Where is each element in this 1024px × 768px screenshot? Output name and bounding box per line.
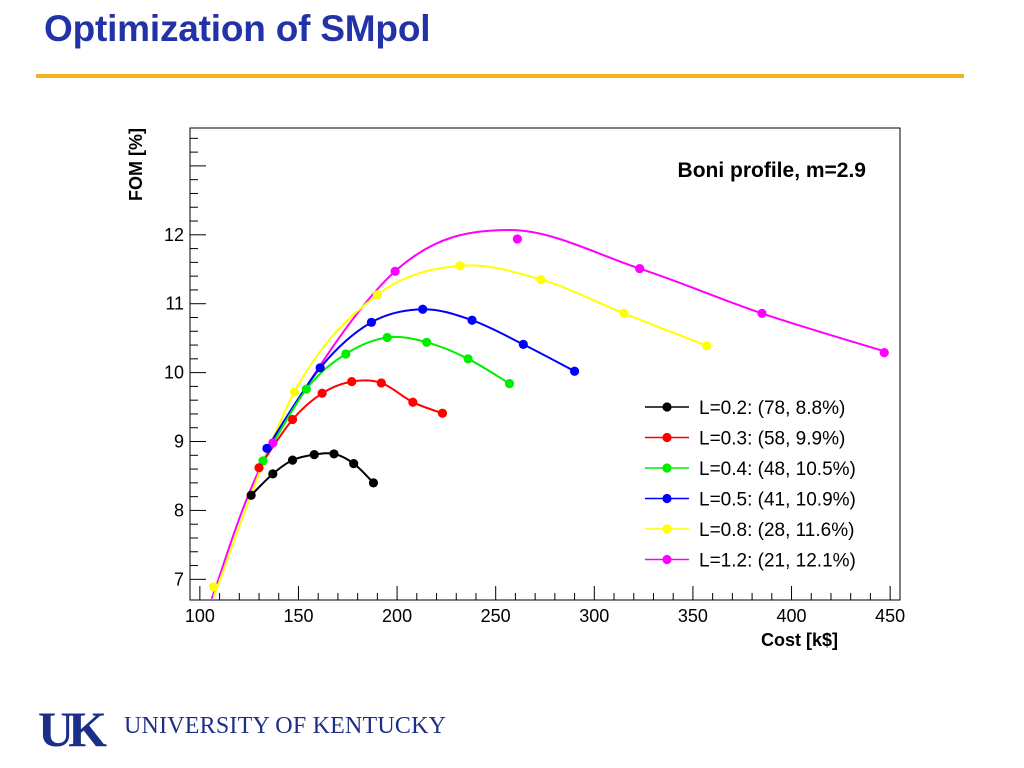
data-point-4 [702,341,712,351]
legend-marker-4 [662,524,672,534]
data-point-3 [518,339,528,349]
data-point-5 [879,348,889,358]
legend-label-2: L=0.4: (48, 10.5%) [699,459,856,480]
y-tick-label: 10 [164,363,184,383]
data-point-4 [619,308,629,318]
data-point-5 [635,263,645,274]
data-point-1 [437,408,448,418]
y-tick-label: 7 [174,569,184,589]
legend-marker-0 [662,402,672,412]
data-point-4 [289,387,300,397]
legend-label-5: L=1.2: (21, 12.1%) [699,551,856,572]
uk-logo: UK [38,701,122,757]
title-underline [36,74,964,78]
data-point-1 [317,388,327,398]
x-tick-label: 100 [185,606,215,626]
data-point-4 [536,274,546,285]
data-point-3 [366,317,377,327]
slide-title: Optimization of SMpol [44,8,431,49]
data-point-0 [329,449,339,459]
y-tick-label: 8 [174,500,184,520]
data-point-1 [408,397,418,407]
data-point-5 [390,266,400,276]
data-point-0 [349,458,359,469]
data-point-1 [376,378,386,388]
data-point-3 [315,363,325,373]
y-axis-label: FOM [%] [126,128,146,201]
data-point-0 [368,478,379,488]
data-point-3 [467,315,477,325]
data-point-4 [372,290,382,300]
data-point-3 [262,443,272,454]
legend: L=0.2: (78, 8.8%) L=0.3: (58, 9.9%) L=0.4:… [645,398,856,572]
y-tick-label: 12 [164,225,184,245]
data-point-0 [287,455,298,465]
x-tick-label: 450 [875,606,905,626]
data-point-4 [455,261,465,271]
x-tick-label: 350 [678,606,708,626]
legend-label-3: L=0.5: (41, 10.9%) [699,490,856,511]
data-point-4 [209,582,219,592]
data-point-3 [418,304,428,314]
university-name: UNIVERSITY OF KENTUCKY [124,713,447,739]
legend-label-1: L=0.3: (58, 9.9%) [699,429,845,450]
data-point-0 [309,450,319,460]
data-point-0 [246,490,256,500]
x-axis-label: Cost [k$] [761,630,838,650]
legend-marker-5 [662,554,672,565]
x-tick-label: 250 [481,606,511,626]
data-point-2 [258,456,268,466]
data-point-1 [347,376,357,387]
x-tick-label: 400 [777,606,807,626]
data-point-3 [569,366,580,376]
x-tick-label: 150 [283,606,313,626]
x-tick-label: 200 [382,606,412,626]
data-point-2 [463,354,473,364]
data-point-0 [268,469,278,479]
data-point-2 [504,379,515,389]
chart-title: Boni profile, m=2.9 [678,159,866,182]
data-point-2 [341,349,351,359]
data-point-2 [301,384,311,394]
legend-label-4: L=0.8: (28, 11.6%) [699,520,854,541]
data-point-1 [287,414,298,425]
data-point-2 [422,337,432,347]
data-point-1 [254,463,264,473]
y-tick-label: 11 [165,294,184,314]
legend-label-0: L=0.2: (78, 8.8%) [699,398,845,419]
series-points [209,234,889,592]
data-point-5 [512,234,522,244]
data-point-2 [382,332,392,343]
x-tick-label: 300 [579,606,609,626]
legend-marker-1 [662,432,672,443]
uk-logo-mark: UK [38,701,113,757]
y-tick-label: 9 [174,432,184,452]
legend-marker-3 [662,493,672,504]
axis-ticks: 100 150 200 250 300 350 400 450 7 8 9 10 11 12 [164,137,905,626]
plot-frame [189,127,901,601]
data-point-5 [757,308,767,318]
legend-marker-2 [662,463,672,473]
data-point-5 [268,438,278,448]
logo-lettering: UK [38,704,107,750]
